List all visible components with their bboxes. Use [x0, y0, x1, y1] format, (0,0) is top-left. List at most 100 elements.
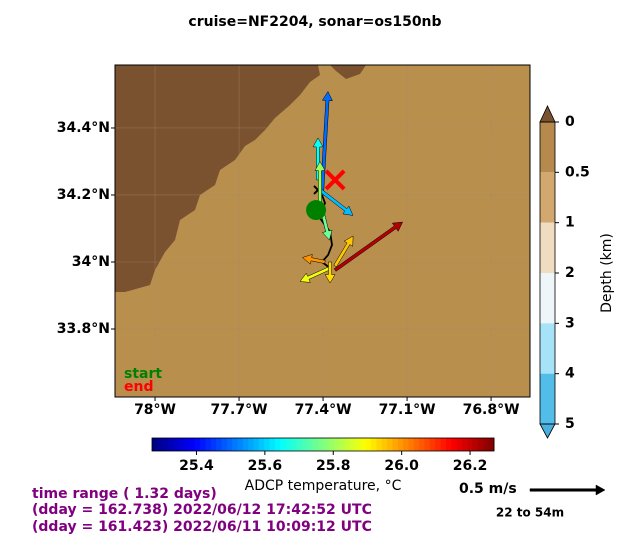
temp-colorbar-frame [151, 437, 495, 452]
velocity-vector [314, 161, 326, 206]
temp-colorbar-cell [242, 438, 249, 451]
temp-colorbar-cell [355, 438, 361, 451]
x-tick-label: 77.1°W [379, 402, 436, 418]
depth-range: 22 to 54m [496, 506, 564, 520]
depth-band [540, 273, 555, 324]
temp-colorbar-cell [328, 438, 335, 451]
temp-colorbar-cell [253, 438, 260, 451]
temp-colorbar-cell [456, 438, 463, 451]
temp-colorbar-cell [349, 438, 356, 451]
depth-tick-label: 4 [565, 366, 575, 382]
time-start: (dday = 161.423) 2022/06/11 10:09:12 UTC [32, 519, 372, 535]
temp-colorbar-cell [290, 438, 297, 451]
land [115, 65, 320, 292]
start-label: start [124, 366, 162, 382]
temp-tick-label: 25.8 [316, 458, 351, 474]
temp-colorbar-cell [184, 438, 190, 451]
temp-colorbar-cell [467, 438, 474, 451]
temp-colorbar-cell [323, 438, 329, 451]
temp-colorbar-cell [392, 438, 399, 451]
temp-colorbar-cell [200, 438, 206, 451]
velocity-vector [302, 253, 326, 265]
temp-colorbar-cell [296, 438, 303, 451]
depth-band [540, 122, 555, 173]
temp-colorbar-cell [178, 438, 185, 451]
temp-colorbar-cell [419, 438, 426, 451]
temp-colorbar-cell [477, 438, 484, 451]
depth-tick-label: 3 [565, 315, 575, 331]
temp-colorbar-cell [435, 438, 442, 451]
depth-tick-label: 0.5 [565, 164, 590, 180]
depth-extend-top [539, 105, 556, 123]
velocity-vector [312, 137, 324, 181]
temp-colorbar-cell [424, 438, 431, 451]
temp-colorbar-cell [216, 438, 222, 451]
temp-colorbar-cell [397, 438, 404, 451]
temp-colorbar-cell [445, 438, 452, 451]
time-range: time range ( 1.32 days) [32, 486, 217, 502]
temp-colorbar-cell [387, 438, 393, 451]
depth-band [540, 222, 555, 273]
temp-colorbar-cell [285, 438, 292, 451]
temp-colorbar-cell [376, 438, 383, 451]
temp-colorbar-cell [360, 438, 367, 451]
temp-colorbar-cell [461, 438, 468, 451]
chart-title: cruise=NF2204, sonar=os150nb [188, 14, 441, 30]
velocity-vector [299, 266, 332, 283]
temp-colorbar-cell [429, 438, 436, 451]
temp-colorbar-cell [205, 438, 212, 451]
y-tick-label: 34°N [72, 254, 110, 270]
time-end: (dday = 162.738) 2022/06/12 17:42:52 UTC [32, 502, 372, 518]
temp-colorbar-cell [269, 438, 276, 451]
temp-colorbar-cell [280, 438, 287, 451]
temp-colorbar-cell [333, 438, 340, 451]
temp-colorbar-cell [194, 438, 201, 451]
temp-colorbar-cell [306, 438, 313, 451]
temp-colorbar-cell [162, 438, 169, 451]
temp-colorbar-cell [274, 438, 281, 451]
island [330, 65, 366, 79]
temp-colorbar-cell [408, 438, 415, 451]
temp-colorbar-cell [440, 438, 447, 451]
start-marker [306, 200, 327, 221]
temp-colorbar-cell [472, 438, 479, 451]
temp-colorbar-cell [403, 438, 409, 451]
temp-colorbar-cell [371, 438, 377, 451]
velocity-vector [333, 235, 354, 268]
temp-colorbar-cell [301, 438, 308, 451]
x-tick-label: 76.8°W [463, 402, 520, 418]
x-tick-label: 77.7°W [211, 402, 268, 418]
temp-colorbar-cell [226, 438, 233, 451]
end-label: end [124, 379, 153, 395]
temp-colorbar-cell [317, 438, 324, 451]
temp-colorbar-label: ADCP temperature, °C [245, 478, 402, 494]
x-tick-label: 77.4°W [295, 402, 352, 418]
temp-tick-label: 26.0 [384, 458, 419, 474]
key-arrow [529, 484, 606, 496]
temp-colorbar-cell [483, 438, 490, 451]
temp-colorbar-cell [488, 438, 495, 451]
temp-colorbar-cell [365, 438, 372, 451]
velocity-vector [318, 188, 354, 216]
depth-colorbar-label: Depth (km) [599, 233, 615, 313]
temp-tick-label: 25.4 [179, 458, 214, 474]
depth-band [540, 172, 555, 223]
depth-extend-bottom [539, 423, 556, 439]
end-marker [324, 169, 346, 191]
velocity-vector [333, 221, 404, 272]
depth-band [540, 373, 555, 424]
x-tick-label: 78°W [134, 402, 176, 418]
temp-colorbar-cell [451, 438, 458, 451]
temp-colorbar-cell [237, 438, 244, 451]
y-tick-label: 34.2°N [57, 187, 110, 203]
temp-colorbar-cell [413, 438, 420, 451]
temp-colorbar-cell [221, 438, 228, 451]
temp-colorbar-cell [312, 438, 319, 451]
velocity-vector [324, 261, 336, 284]
temp-tick-label: 26.2 [453, 458, 488, 474]
plot-frame [114, 64, 531, 398]
temp-colorbar-cell [189, 438, 196, 451]
temp-colorbar-cell [168, 438, 174, 451]
temp-colorbar-cell [248, 438, 255, 451]
temp-colorbar-cell [258, 438, 265, 451]
